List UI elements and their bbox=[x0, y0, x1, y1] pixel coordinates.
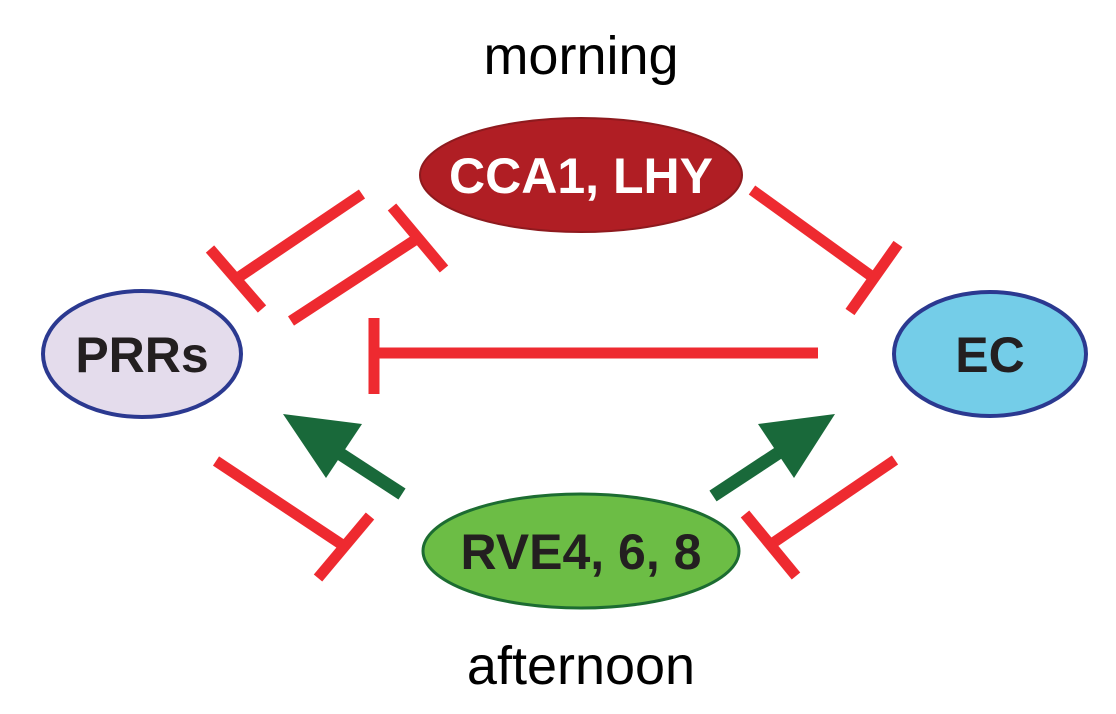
arrowhead-to-ec bbox=[758, 414, 835, 478]
node-rve-shape bbox=[421, 492, 741, 610]
node-prrs-shape bbox=[41, 289, 243, 419]
edge-cca1-represses-ec bbox=[748, 185, 903, 316]
node-cca1-lhy-shape bbox=[419, 117, 743, 233]
node-prrs-label: PRRs bbox=[75, 327, 208, 383]
edge-cca1-represses-prrs bbox=[205, 189, 366, 313]
node-prrs: PRRs bbox=[41, 289, 243, 419]
node-rve: RVE4, 6, 8 bbox=[421, 492, 741, 610]
morning-label: morning bbox=[483, 26, 678, 86]
edge-prrs-represses-cca1 bbox=[287, 203, 449, 326]
node-rve-label: RVE4, 6, 8 bbox=[461, 524, 702, 580]
node-cca1-lhy: CCA1, LHY bbox=[419, 117, 743, 233]
node-cca1-lhy-label: CCA1, LHY bbox=[449, 148, 713, 204]
afternoon-label: afternoon bbox=[467, 636, 695, 696]
node-ec: EC bbox=[892, 290, 1088, 418]
arrowhead-to-prrs bbox=[283, 414, 362, 478]
repression-edges bbox=[205, 185, 903, 582]
edge-ec-represses-rve bbox=[740, 455, 899, 580]
node-ec-shape bbox=[892, 290, 1088, 418]
edge-rve-activates-ec bbox=[709, 414, 835, 502]
node-ec-label: EC bbox=[955, 327, 1024, 383]
edge-ec-represses-prrs bbox=[368, 318, 818, 394]
edge-prrs-represses-rve bbox=[212, 456, 375, 582]
activation-edges bbox=[283, 414, 835, 502]
edge-rve-activates-prrs bbox=[283, 414, 406, 500]
